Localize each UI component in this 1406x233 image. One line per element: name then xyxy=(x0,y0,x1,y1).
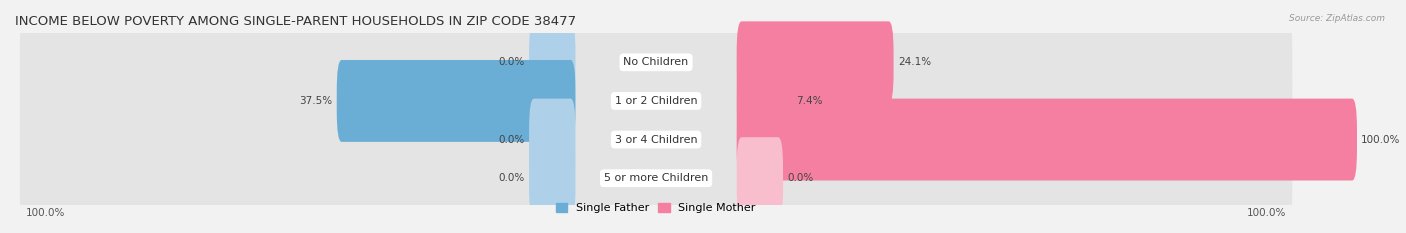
FancyBboxPatch shape xyxy=(20,41,1292,160)
Text: Source: ZipAtlas.com: Source: ZipAtlas.com xyxy=(1289,14,1385,23)
Text: 24.1%: 24.1% xyxy=(898,57,931,67)
FancyBboxPatch shape xyxy=(20,80,1292,199)
Text: No Children: No Children xyxy=(623,57,689,67)
Text: 0.0%: 0.0% xyxy=(787,173,814,183)
Text: 5 or more Children: 5 or more Children xyxy=(605,173,709,183)
Text: 100.0%: 100.0% xyxy=(1361,134,1400,144)
FancyBboxPatch shape xyxy=(737,137,783,219)
FancyBboxPatch shape xyxy=(337,60,575,142)
Text: 0.0%: 0.0% xyxy=(499,57,524,67)
FancyBboxPatch shape xyxy=(529,21,575,103)
FancyBboxPatch shape xyxy=(20,119,1292,233)
Text: 0.0%: 0.0% xyxy=(499,173,524,183)
Text: 3 or 4 Children: 3 or 4 Children xyxy=(614,134,697,144)
Text: 0.0%: 0.0% xyxy=(499,134,524,144)
FancyBboxPatch shape xyxy=(737,21,894,103)
Legend: Single Father, Single Mother: Single Father, Single Mother xyxy=(557,203,756,213)
Text: 7.4%: 7.4% xyxy=(796,96,823,106)
Text: 37.5%: 37.5% xyxy=(299,96,332,106)
Text: 1 or 2 Children: 1 or 2 Children xyxy=(614,96,697,106)
FancyBboxPatch shape xyxy=(20,3,1292,122)
Text: INCOME BELOW POVERTY AMONG SINGLE-PARENT HOUSEHOLDS IN ZIP CODE 38477: INCOME BELOW POVERTY AMONG SINGLE-PARENT… xyxy=(15,15,576,28)
FancyBboxPatch shape xyxy=(529,137,575,219)
FancyBboxPatch shape xyxy=(529,99,575,181)
FancyBboxPatch shape xyxy=(737,99,1357,181)
FancyBboxPatch shape xyxy=(737,60,792,142)
